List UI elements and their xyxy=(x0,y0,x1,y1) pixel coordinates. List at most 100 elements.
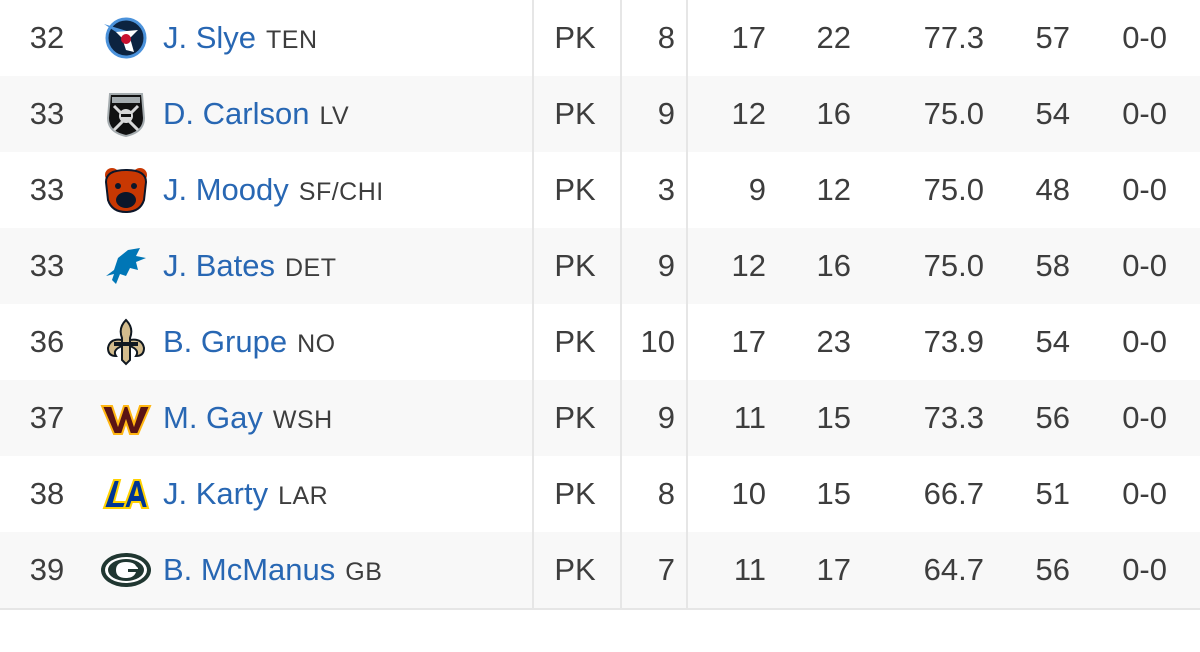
position-cell: PK xyxy=(554,476,596,511)
player-link[interactable]: J. Moody SF/CHI xyxy=(163,152,384,228)
games-cell: 9 xyxy=(657,400,675,435)
team-abbr: GB xyxy=(345,558,383,586)
fg-percent-cell: 75.0 xyxy=(923,248,984,283)
games-cell: 10 xyxy=(640,324,675,359)
column-divider xyxy=(532,0,534,608)
player-name[interactable]: M. Gay xyxy=(163,400,263,435)
rank-cell: 39 xyxy=(29,552,65,587)
fg-made-cell: 11 xyxy=(733,552,766,587)
player-name[interactable]: J. Slye xyxy=(163,20,257,55)
rank-cell: 33 xyxy=(29,248,65,283)
long-cell: 58 xyxy=(1035,248,1070,283)
long-cell: 54 xyxy=(1035,324,1070,359)
player-link[interactable]: B. McManus GB xyxy=(163,532,382,608)
fg-attempts-cell: 22 xyxy=(816,20,851,55)
player-link[interactable]: M. Gay WSH xyxy=(163,380,333,456)
packers-logo-icon[interactable] xyxy=(100,544,152,596)
player-link[interactable]: J. Slye TEN xyxy=(163,0,318,76)
player-link[interactable]: J. Karty LAR xyxy=(163,456,328,532)
team-abbr: DET xyxy=(285,254,337,282)
fg-attempts-cell: 17 xyxy=(816,552,851,587)
xp-cell: 0-0 xyxy=(1122,476,1167,511)
xp-cell: 0-0 xyxy=(1122,20,1167,55)
games-cell: 9 xyxy=(657,96,675,131)
table-row: 37 M. Gay WSH PK 9 11 15 73.3 56 0-0 xyxy=(0,380,1200,458)
position-cell: PK xyxy=(554,96,596,131)
titans-logo-icon[interactable] xyxy=(100,12,152,64)
table-row: 33 J. Bates DET PK 9 12 16 75.0 58 0-0 xyxy=(0,228,1200,306)
long-cell: 57 xyxy=(1035,20,1070,55)
lions-logo-icon[interactable] xyxy=(100,240,152,292)
team-abbr: NO xyxy=(297,330,336,358)
fg-attempts-cell: 12 xyxy=(816,172,851,207)
player-name[interactable]: J. Karty xyxy=(163,476,269,511)
fg-made-cell: 12 xyxy=(731,248,766,283)
player-link[interactable]: B. Grupe NO xyxy=(163,304,336,380)
fg-percent-cell: 75.0 xyxy=(923,172,984,207)
saints-logo-icon[interactable] xyxy=(100,316,152,368)
xp-cell: 0-0 xyxy=(1122,324,1167,359)
rank-cell: 33 xyxy=(29,172,65,207)
team-abbr: SF/CHI xyxy=(298,178,384,206)
team-abbr: LAR xyxy=(278,482,329,510)
fg-made-cell: 12 xyxy=(731,96,766,131)
games-cell: 8 xyxy=(657,476,675,511)
player-name[interactable]: D. Carlson xyxy=(163,96,310,131)
long-cell: 51 xyxy=(1035,476,1070,511)
raiders-logo-icon[interactable] xyxy=(100,88,152,140)
position-cell: PK xyxy=(554,552,596,587)
games-cell: 9 xyxy=(657,248,675,283)
team-abbr: WSH xyxy=(272,406,333,434)
fg-attempts-cell: 15 xyxy=(816,400,851,435)
fg-made-cell: 17 xyxy=(731,20,766,55)
xp-cell: 0-0 xyxy=(1122,400,1167,435)
fg-attempts-cell: 16 xyxy=(816,248,851,283)
rank-cell: 38 xyxy=(29,476,65,511)
fg-percent-cell: 73.3 xyxy=(923,400,984,435)
fg-percent-cell: 73.9 xyxy=(923,324,984,359)
xp-cell: 0-0 xyxy=(1122,552,1167,587)
team-abbr: TEN xyxy=(266,26,318,54)
column-divider xyxy=(686,0,688,608)
fg-percent-cell: 66.7 xyxy=(923,476,984,511)
table-row: 38 J. Karty LAR PK 8 10 15 66.7 51 0-0 xyxy=(0,456,1200,534)
long-cell: 54 xyxy=(1035,96,1070,131)
table-row: 39 B. McManus GB PK 7 11 17 64.7 56 0-0 xyxy=(0,532,1200,610)
long-cell: 56 xyxy=(1035,552,1070,587)
table-row: 33 D. Carlson LV PK 9 12 16 75.0 54 0-0 xyxy=(0,76,1200,154)
fg-attempts-cell: 23 xyxy=(816,324,851,359)
player-link[interactable]: D. Carlson LV xyxy=(163,76,349,152)
rank-cell: 37 xyxy=(29,400,65,435)
table-row: 32 J. Slye TEN PK 8 17 22 77.3 57 0-0 xyxy=(0,0,1200,78)
fg-percent-cell: 75.0 xyxy=(923,96,984,131)
fg-attempts-cell: 16 xyxy=(816,96,851,131)
table-row: 36 B. Grupe NO PK 10 17 23 73.9 54 0-0 xyxy=(0,304,1200,382)
team-abbr: LV xyxy=(319,102,350,130)
bears-logo-icon[interactable] xyxy=(100,164,152,216)
fg-made-cell: 10 xyxy=(731,476,766,511)
fg-made-cell: 11 xyxy=(733,400,766,435)
player-name[interactable]: B. McManus xyxy=(163,552,336,587)
fg-percent-cell: 77.3 xyxy=(923,20,984,55)
player-name[interactable]: J. Moody xyxy=(163,172,289,207)
rank-cell: 32 xyxy=(29,20,65,55)
table-row: 33 J. Moody SF/CHI PK 3 9 12 75.0 48 0-0 xyxy=(0,152,1200,230)
column-divider xyxy=(620,0,622,608)
long-cell: 56 xyxy=(1035,400,1070,435)
position-cell: PK xyxy=(554,20,596,55)
player-name[interactable]: J. Bates xyxy=(163,248,275,283)
games-cell: 3 xyxy=(657,172,675,207)
commanders-logo-icon[interactable] xyxy=(100,392,152,444)
rank-cell: 36 xyxy=(29,324,65,359)
xp-cell: 0-0 xyxy=(1122,172,1167,207)
rams-logo-icon[interactable] xyxy=(100,468,152,520)
fg-made-cell: 17 xyxy=(731,324,766,359)
position-cell: PK xyxy=(554,324,596,359)
rank-cell: 33 xyxy=(29,96,65,131)
position-cell: PK xyxy=(554,400,596,435)
position-cell: PK xyxy=(554,172,596,207)
fg-percent-cell: 64.7 xyxy=(923,552,984,587)
position-cell: PK xyxy=(554,248,596,283)
player-name[interactable]: B. Grupe xyxy=(163,324,288,359)
player-link[interactable]: J. Bates DET xyxy=(163,228,337,304)
